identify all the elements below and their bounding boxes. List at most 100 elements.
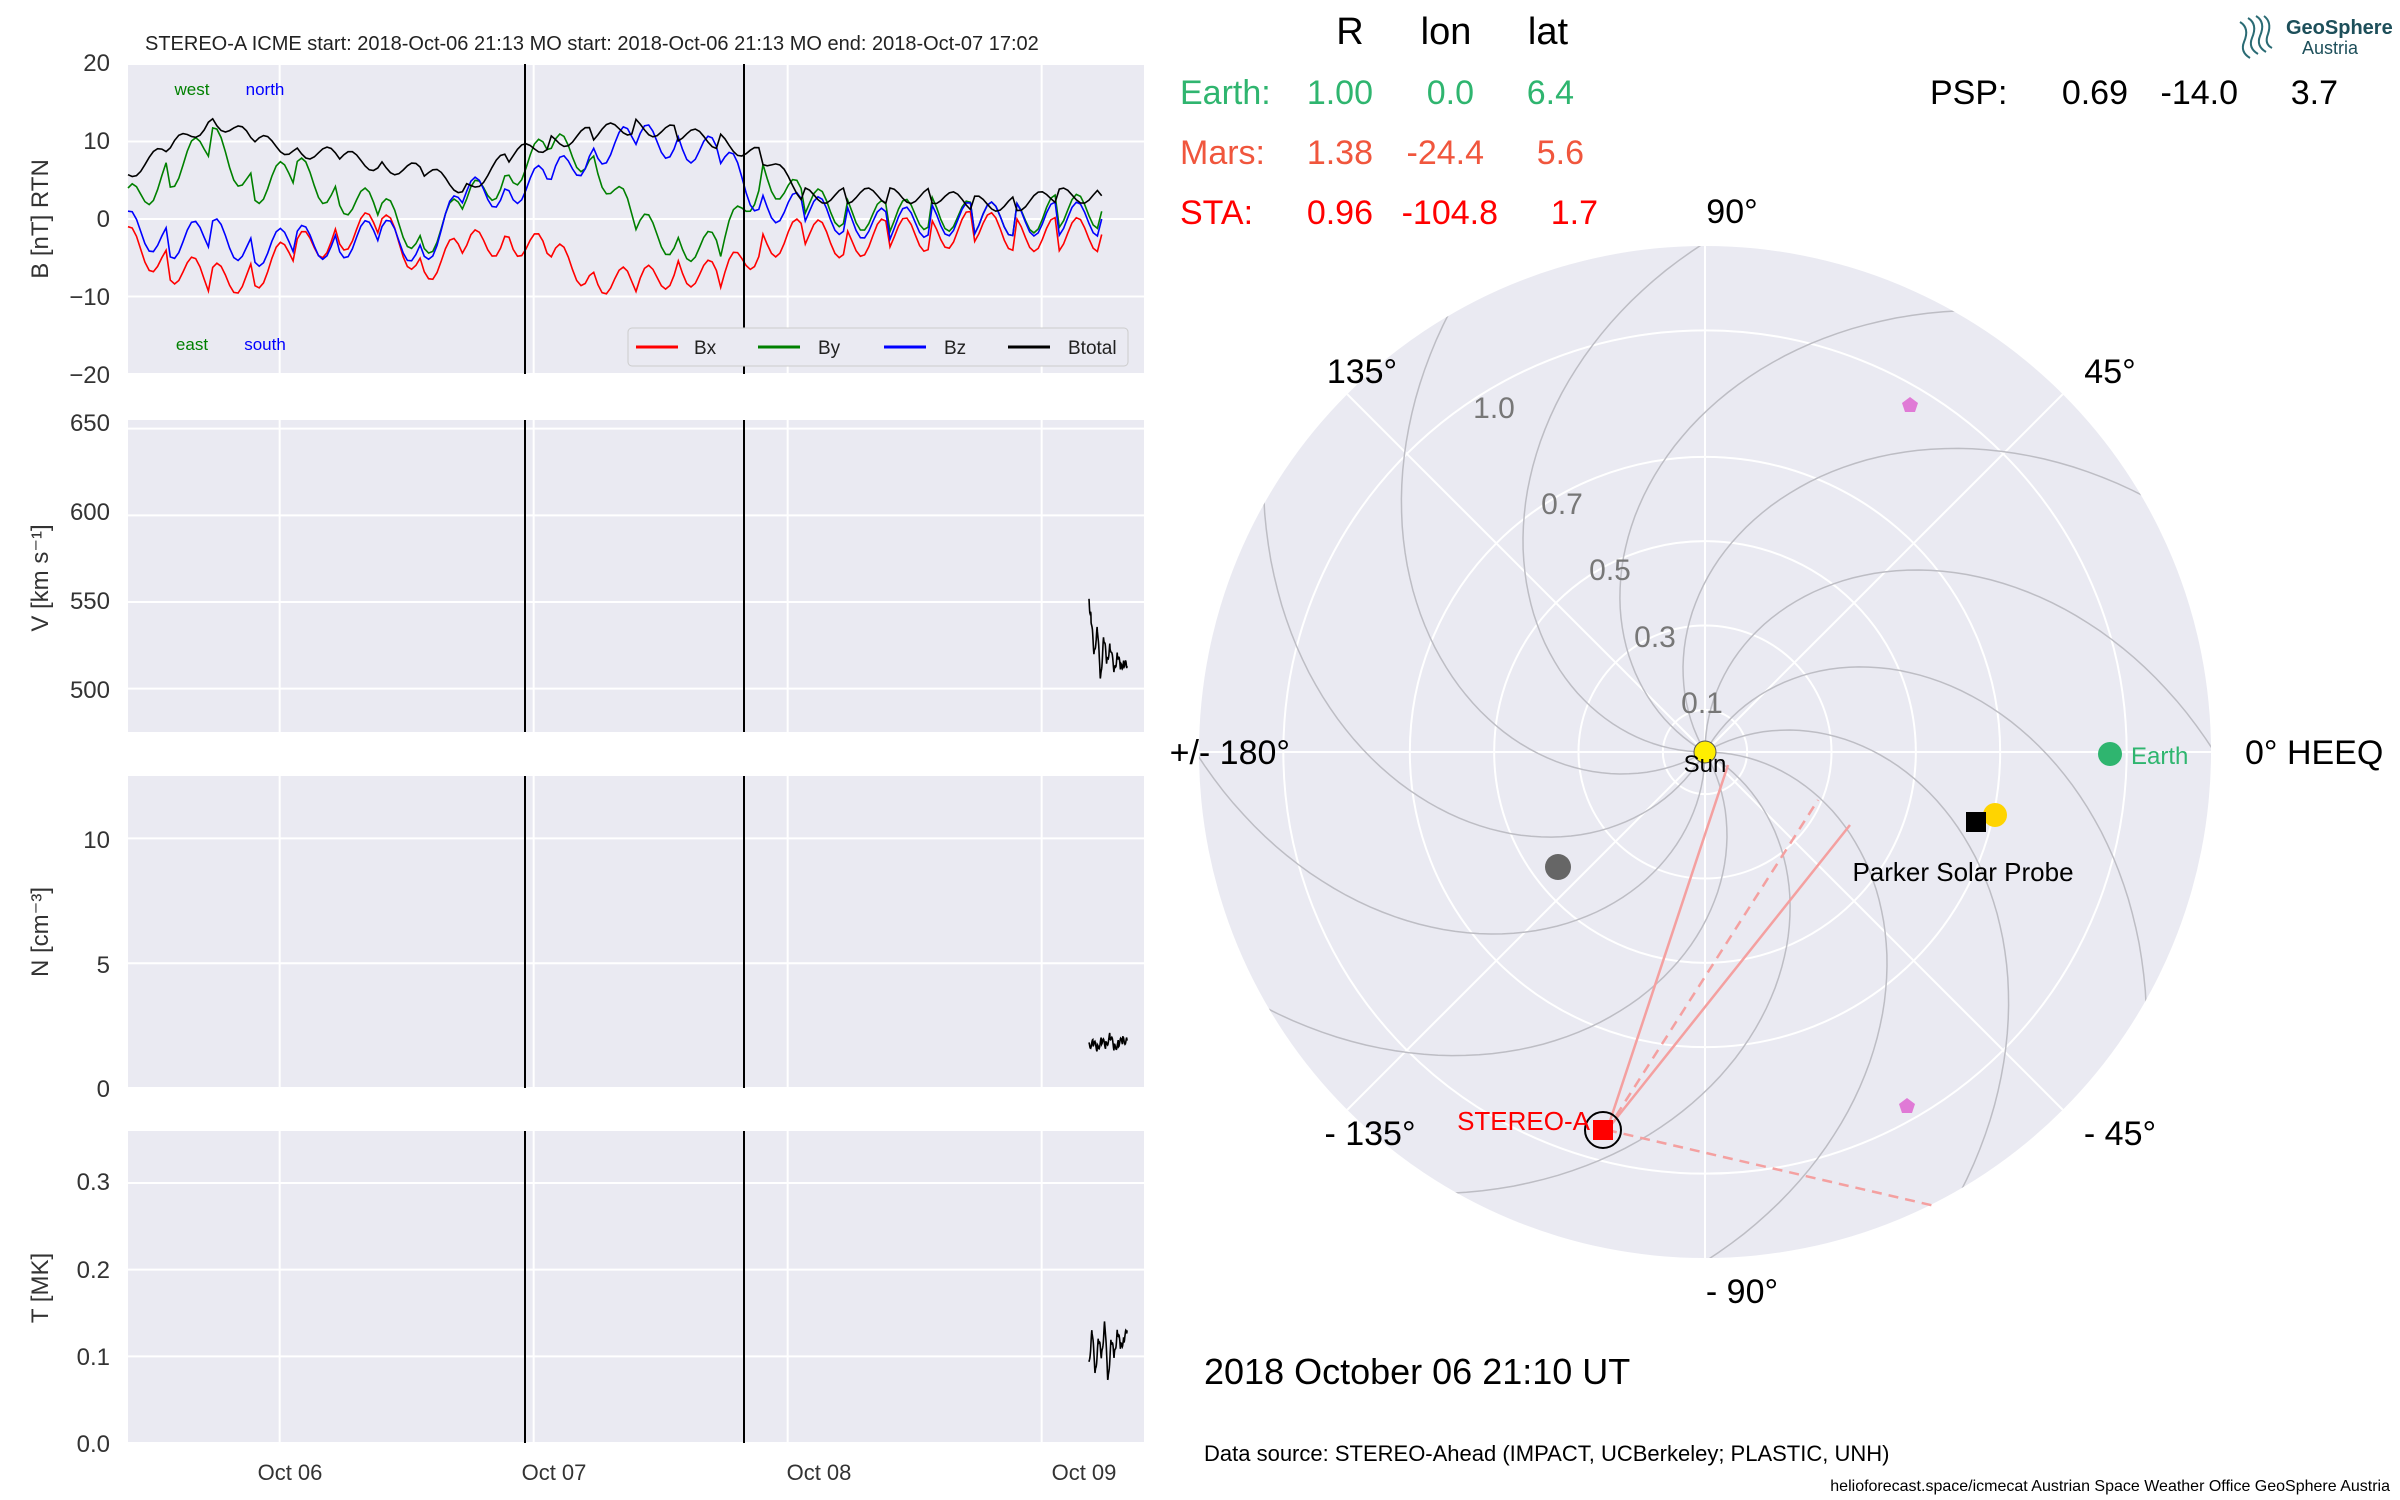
x-tick-label: Oct 07 [522,1460,587,1485]
legend-label-bx: Bx [694,338,717,359]
panel-bg [128,420,1144,732]
corner-label-south: south [244,335,286,354]
solar-orbiter-marker [1899,1098,1915,1113]
header-text: STEREO-A ICME start: 2018-Oct-06 21:13 M… [145,33,1039,55]
angle-label-180: +/- 180° [1170,734,1290,772]
parker-spiral [1704,569,2211,781]
parker-spiral [1682,447,2176,753]
sta-fov-lines [1605,764,1936,1208]
parker-spiral [1676,751,1888,1258]
legend-box [627,327,1129,367]
x-tick-label: Oct 09 [1052,1460,1117,1485]
series-lines [1088,1321,1128,1381]
row-sta-lat: 1.7 [1551,194,1598,232]
parker-spiral [1262,464,1706,838]
tick-label: 0 [97,206,110,233]
logo-swirl-icon [2239,15,2273,59]
parker-spiral [1400,281,1706,775]
sta-marker [1593,1120,1613,1140]
row-psp-r: 0.69 [2062,74,2128,112]
angle-label-0: 0° HEEQ [2245,734,2383,772]
row-mars-lat: 5.6 [1537,134,1584,172]
tick-label: 10 [83,827,110,854]
table-header-lon: lon [1421,11,1472,53]
tick-label: 650 [70,410,110,437]
tick-label: 600 [70,499,110,526]
row-psp-lon: -14.0 [2161,74,2239,112]
corner-label-east: east [176,335,208,354]
row-mars-lon: -24.4 [1407,134,1485,172]
psp-sun-marker [1983,803,2007,827]
earth-label: Earth [2131,743,2188,770]
panel-grid [128,1131,1144,1444]
row-sta-r: 0.96 [1307,194,1373,232]
position-table: R lon lat Earth: 1.00 0.0 6.4 Mars: 1.38… [1180,11,2338,232]
parker-spiral [1522,246,1734,753]
parker-spiral [1704,729,2010,1223]
tick-label: 10 [83,128,110,155]
angle-label-45: 45° [2084,353,2135,391]
data-source: Data source: STEREO-Ahead (IMPACT, UCBer… [1204,1441,1889,1466]
tick-label: 0.3 [77,1169,110,1196]
sun-marker [1693,740,1717,764]
series-lines [127,117,1103,295]
tick-label: 0.1 [77,1344,110,1371]
radial-label: 0.3 [1634,621,1676,654]
fov-line [1605,764,1730,1131]
credits: helioforecast.space/icmecat Austrian Spa… [1830,1478,2390,1495]
tick-label: 0.0 [77,1431,110,1458]
fov-line-dashed [1605,799,1820,1131]
series-btotal [127,117,1103,213]
angle-label-minus45: - 45° [2084,1115,2156,1153]
row-psp-lat: 3.7 [2291,74,2338,112]
panel-grid [128,776,1144,1089]
x-tick-label: Oct 06 [258,1460,323,1485]
legend-label-bz: Bz [944,338,966,359]
radial-label: 1.0 [1473,392,1515,425]
panel-temperature: 0.3 0.2 0.1 0.0 T [MK] Oct 06 Oct 07 Oct… [27,1131,1144,1485]
panel-velocity: 650 600 550 500 V [km s⁻¹] [27,410,1144,732]
y-axis-label: B [nT] RTN [27,159,54,279]
earth-marker [2098,742,2122,766]
tick-label: −20 [69,362,110,389]
legend: Bx By Bz Btotal [627,327,1129,367]
series-n [1088,1032,1128,1052]
polar-plot: 90° 45° 0° HEEQ - 45° - 90° - 135° +/- 1… [1170,193,2384,1311]
parker-spiral [1234,751,1728,1057]
psp-label: Parker Solar Probe [1852,857,2073,887]
tick-label: 500 [70,677,110,704]
series-by [127,126,1103,263]
angle-label-135: 135° [1327,353,1397,391]
panel-magnetic-field: 20 10 0 −10 −20 B [nT] RTN west north ea… [27,50,1144,389]
series-bx [127,210,1103,295]
angle-label-minus90: - 90° [1706,1273,1778,1311]
corner-label-north: north [246,80,285,99]
legend-label-by: By [818,338,841,359]
row-psp-name: PSP: [1930,74,2007,112]
y-axis-label: V [km s⁻¹] [27,524,54,631]
geosphere-logo: GeoSphere Austria [2239,15,2393,59]
table-header-r: R [1336,11,1363,53]
tick-label: −10 [69,284,110,311]
bepicolombo-marker [1545,854,1571,880]
solar-orbiter-marker [1902,397,1918,412]
sta-ring [1584,1111,1622,1149]
logo-line1: GeoSphere [2286,17,2393,39]
angle-label-90: 90° [1706,193,1757,231]
row-earth-r: 1.00 [1307,74,1373,112]
row-earth-name: Earth: [1180,74,1271,112]
row-earth-lon: 0.0 [1427,74,1474,112]
radial-label: 0.1 [1681,687,1723,720]
row-mars-name: Mars: [1180,134,1265,172]
angle-label-minus135: - 135° [1324,1115,1415,1153]
row-earth-lat: 6.4 [1527,74,1574,112]
parker-spiral [1704,666,2148,1040]
parker-spiral [1417,751,1791,1195]
parker-spiral [1199,723,1706,935]
corner-label-west: west [174,80,210,99]
parker-spiral [1619,309,1993,753]
row-mars-r: 1.38 [1307,134,1373,172]
y-axis-label: N [cm⁻³] [27,887,54,977]
legend-label-btotal: Btotal [1068,338,1117,359]
